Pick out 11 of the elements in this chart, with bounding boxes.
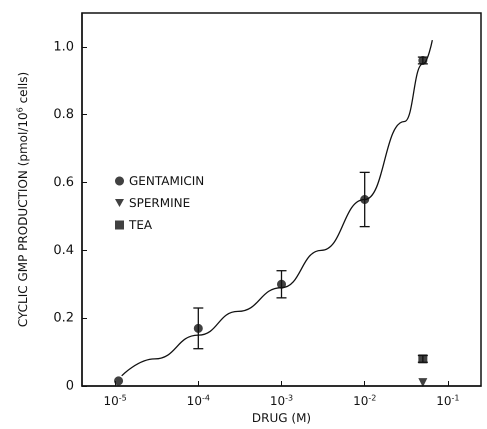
- y-tick-label: 0: [66, 378, 74, 394]
- y-tick-label: 0.8: [53, 107, 74, 122]
- y-tick-label: 0.2: [53, 310, 74, 326]
- y-tick-label: 0.4: [53, 242, 74, 258]
- legend-label: SPERMINE: [129, 196, 190, 210]
- legend-label: TEA: [128, 218, 153, 232]
- y-tick-label: 1.0: [53, 39, 74, 54]
- x-axis-title: DRUG (M): [252, 411, 312, 425]
- y-tick-label: 0.6: [53, 175, 74, 190]
- legend-label: GENTAMICIN: [129, 174, 204, 188]
- y-axis-title: CYCLIC GMP PRODUCTION (pmol/106 cells): [16, 72, 30, 328]
